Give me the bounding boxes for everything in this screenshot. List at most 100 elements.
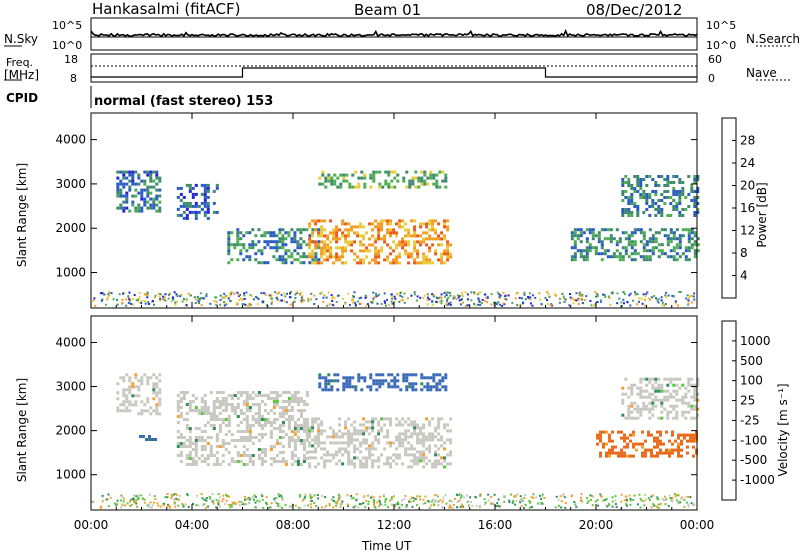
heatmap-cell [413,462,417,466]
heatmap-cell [666,175,670,178]
heatmap-cell [621,184,625,187]
heatmap-cell [407,465,411,469]
heatmap-cell [368,447,372,451]
heatmap-cell [302,255,306,259]
heatmap-cell [314,465,318,469]
heatmap-cell [623,445,626,449]
heatmap-cell [308,426,312,430]
heatmap-cell [393,385,397,389]
heatmap-cell [369,176,373,180]
heatmap-cell [348,185,352,189]
heatmap-cell [431,438,435,442]
heatmap-cell [596,498,599,501]
heatmap-cell [633,252,637,256]
xtick-label: 12:00 [377,518,412,532]
heatmap-cell [608,439,611,443]
heatmap-cell [639,196,643,199]
heatmap-cell [324,496,326,499]
heatmap-cell [440,417,444,421]
heatmap-cell [308,261,312,265]
heatmap-cell [593,304,596,307]
velocity-colorbar-label: Velocity [m s⁻¹] [776,383,790,477]
heatmap-cell [369,376,373,380]
heatmap-cell [396,501,399,504]
heatmap-cell [146,191,150,195]
heatmap-cell [327,373,331,377]
heatmap-cell [410,423,414,427]
heatmap-cell [275,394,279,397]
heatmap-cell [323,465,327,469]
heatmap-cell [398,435,402,439]
heatmap-cell [505,298,508,301]
heatmap-cell [620,451,623,455]
heatmap-cell [345,379,349,383]
heatmap-cell [667,504,670,507]
heatmap-cell [146,382,150,386]
heatmap-cell [293,258,297,262]
heatmap-cell [257,391,261,394]
heatmap-cell [616,292,619,295]
heatmap-cell [281,400,285,403]
heatmap-cell [290,430,294,433]
heatmap-cell [575,299,578,302]
heatmap-cell [239,436,243,439]
heatmap-cell [344,249,348,253]
heatmap-cell [651,392,655,396]
heatmap-cell [684,496,687,499]
heatmap-cell [219,299,222,302]
heatmap-cell [311,444,315,448]
heatmap-cell [313,501,316,504]
heatmap-cell [383,240,387,244]
heatmap-cell [128,391,132,395]
heatmap-cell [690,246,694,250]
velocity-ylabel: Slant Range [km] [15,377,29,483]
heatmap-cell [430,504,433,507]
heatmap-cell [346,494,349,497]
heatmap-cell [365,499,368,502]
heatmap-cell [432,182,436,186]
heatmap-cell [654,398,658,402]
heatmap-cell [269,391,273,394]
heatmap-cell [128,179,132,183]
heatmap-cell [378,382,382,386]
heatmap-cell [176,421,180,424]
heatmap-cell [401,417,405,421]
heatmap-cell [396,293,399,296]
heatmap-cell [626,454,629,458]
heatmap-cell [335,504,338,507]
heatmap-cell [222,296,225,299]
heatmap-cell [573,252,577,256]
heatmap-cell [272,406,276,409]
heatmap-cell [651,386,655,390]
heatmap-cell [338,435,342,439]
heatmap-cell [408,182,412,186]
heatmap-cell [675,228,679,232]
heatmap-cell [347,429,351,433]
heatmap-cell [623,433,626,437]
heatmap-cell [254,243,258,247]
heatmap-cell [311,496,314,499]
heatmap-cell [288,505,291,508]
heatmap-cell [281,261,285,265]
heatmap-cell [675,258,679,262]
heatmap-cell [293,445,297,448]
heatmap-cell [402,373,406,377]
heatmap-cell [338,228,342,232]
heatmap-cell [657,506,660,509]
heatmap-cell [446,423,450,427]
heatmap-cell [335,432,339,436]
cpid-value: normal (fast stereo) 153 [94,94,274,109]
heatmap-cell [466,304,469,307]
heatmap-cell [584,299,587,302]
heatmap-cell [236,460,240,463]
heatmap-cell [687,377,691,381]
heatmap-cell [633,175,637,178]
heatmap-cell [335,234,339,238]
heatmap-cell [336,379,340,383]
heatmap-cell [681,187,685,190]
heatmap-cell [696,392,700,396]
heatmap-cell [363,379,367,383]
heatmap-cell [119,376,123,380]
heatmap-cell [401,243,405,247]
heatmap-cell [669,181,673,184]
